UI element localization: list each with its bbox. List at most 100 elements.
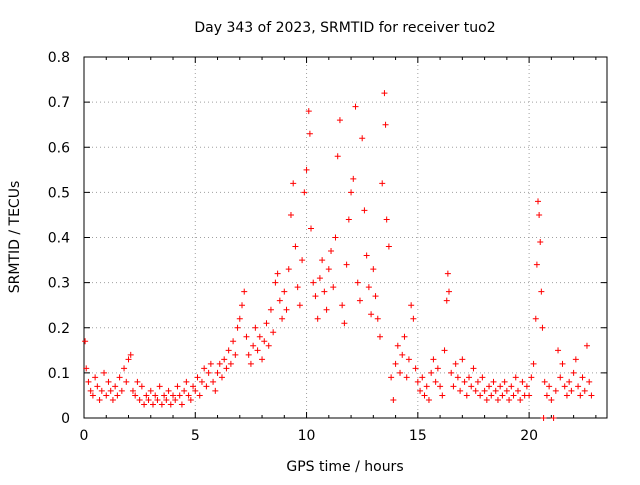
data-point [114,392,121,399]
data-point [550,415,557,421]
data-point [176,392,183,399]
data-point [423,383,430,390]
data-point [570,369,577,376]
data-points [82,90,595,421]
data-point [499,392,506,399]
data-point [112,383,119,390]
data-point [103,392,110,399]
data-point [566,378,573,385]
data-point [339,302,346,309]
data-point [210,378,217,385]
data-point [445,288,452,295]
data-point [365,284,372,291]
data-point [459,356,466,363]
data-point [354,279,361,286]
data-point [563,392,570,399]
data-point [350,175,357,182]
data-point [241,288,248,295]
data-point [381,90,388,97]
data-point [577,392,584,399]
data-point [535,198,542,205]
y-tick-label: 0.5 [48,185,70,201]
y-tick-label: 0.6 [48,140,70,156]
data-point [492,387,499,394]
data-point [107,387,114,394]
data-point [503,387,510,394]
data-point [437,383,444,390]
data-point [477,392,484,399]
data-point [394,342,401,349]
data-point [178,401,185,408]
data-point [397,369,404,376]
data-point [523,383,530,390]
data-point [201,365,208,372]
data-point [533,261,540,268]
data-point [181,387,188,394]
data-point [239,302,246,309]
chart-title: Day 343 of 2023, SRMTID for receiver tuo… [194,20,495,36]
data-point [214,369,221,376]
data-point [561,383,568,390]
data-point [141,401,148,408]
data-point [472,387,479,394]
data-point [448,369,455,376]
data-point [383,216,390,223]
data-point [243,333,250,340]
data-point [555,347,562,354]
data-point [408,302,415,309]
data-point [290,180,297,187]
data-point [232,351,239,358]
data-point [572,356,579,363]
data-point [539,324,546,331]
data-point [252,324,259,331]
data-point [156,383,163,390]
data-point [145,396,152,403]
data-point [223,365,230,372]
data-point [382,121,389,128]
data-point [552,387,559,394]
x-tick-label: 10 [298,428,316,444]
data-point [508,383,515,390]
data-point [403,374,410,381]
data-point [430,356,437,363]
data-point [96,396,103,403]
data-point [125,356,132,363]
y-tick-label: 0.2 [48,321,70,337]
data-point [332,234,339,241]
data-point [463,392,470,399]
y-tick-label: 0.1 [48,366,70,382]
data-point [510,392,517,399]
data-point [109,396,116,403]
data-point [536,211,543,218]
data-point [325,266,332,273]
data-point [434,365,441,372]
data-point [127,351,134,358]
data-point [401,333,408,340]
data-point [588,392,595,399]
data-point [259,356,266,363]
data-point [390,396,397,403]
data-point [452,360,459,367]
data-point [185,392,192,399]
data-point [419,374,426,381]
data-point [245,351,252,358]
data-point [385,243,392,250]
data-point [341,320,348,327]
data-point [368,311,375,318]
data-point [192,387,199,394]
x-tick-label: 5 [191,428,200,444]
data-point [444,270,451,277]
data-point [490,378,497,385]
data-point [388,374,395,381]
x-tick-label: 0 [80,428,89,444]
data-point [279,315,286,322]
data-point [519,378,526,385]
data-point [540,415,547,421]
data-point [356,297,363,304]
data-point [87,387,94,394]
data-point [541,378,548,385]
data-point [247,360,254,367]
data-point [379,180,386,187]
